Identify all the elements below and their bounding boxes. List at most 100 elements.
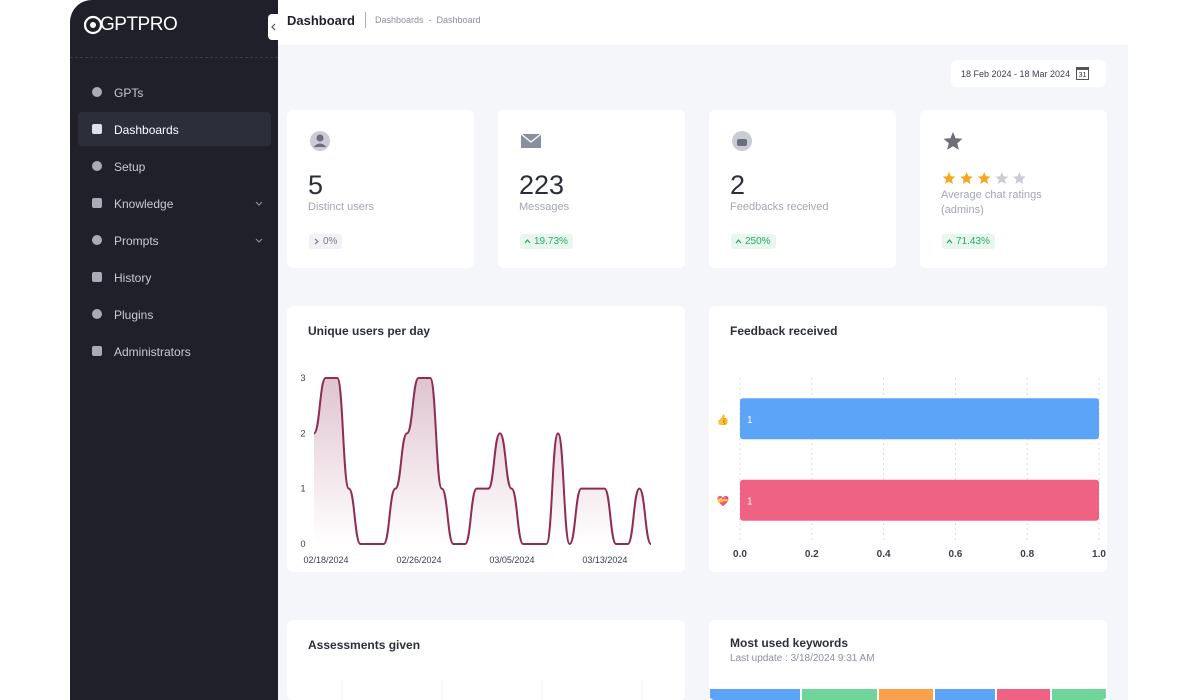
stat-label: Feedbacks received <box>730 201 829 213</box>
breadcrumb-current: Dashboard <box>436 15 481 25</box>
x-tick-label: 02/18/2024 <box>303 555 348 565</box>
y-tick-label: 2 <box>300 428 305 438</box>
chart-title: Feedback received <box>730 324 837 338</box>
change-chip: 19.73% <box>520 234 573 249</box>
nav-item[interactable]: Dashboards <box>78 112 271 146</box>
change-arrow <box>524 239 531 244</box>
nav-item[interactable]: Administrators <box>78 334 271 368</box>
y-tick-label: 0 <box>300 539 305 549</box>
change-value: 250% <box>745 236 771 247</box>
date-range-picker[interactable]: 18 Feb 2024 - 18 Mar 2024 31 <box>951 60 1106 87</box>
change-value: 19.73% <box>534 236 568 247</box>
icon-thumb <box>737 139 747 146</box>
nav-item[interactable]: Setup <box>78 149 271 183</box>
bar-chart: Feedback received 0.0 0.2 0.4 0.6 0.8 1.0 👍 1 💝 1 <box>717 324 1107 560</box>
nav-icon-wrap <box>91 86 103 101</box>
stat-icon <box>943 132 963 150</box>
nav-icon <box>92 346 102 356</box>
stat-card: Average chat ratings (admins) 71.43% <box>920 110 1107 268</box>
assessments-card: Assessments given <box>287 620 685 700</box>
calendar-icon: 31 <box>1076 67 1090 80</box>
chevron-wrap <box>254 235 264 249</box>
stat-value: 5 <box>308 170 324 200</box>
bar <box>740 479 1099 521</box>
nav-icon <box>92 235 102 245</box>
y-tick-label: 3 <box>300 373 305 383</box>
change-value: 71.43% <box>956 236 990 247</box>
chart-title: Unique users per day <box>308 324 430 338</box>
nav-icon <box>92 198 102 208</box>
date-range: 18 Feb 2024 - 18 Mar 2024 <box>961 68 1071 79</box>
separator <box>365 12 366 28</box>
x-tick-label: 0.8 <box>1020 549 1034 560</box>
x-tick-label: 03/05/2024 <box>489 555 534 565</box>
collapse-button[interactable] <box>268 14 280 40</box>
page-title: Dashboard <box>287 13 355 28</box>
nav-item[interactable]: Plugins <box>78 297 271 331</box>
icon-shape <box>92 198 102 208</box>
nav-icon-wrap <box>91 123 103 138</box>
x-tick-label: 0.4 <box>877 549 891 560</box>
change-arrow <box>735 239 742 244</box>
stat-icon <box>520 133 542 148</box>
x-tick-label: 0.2 <box>805 549 819 560</box>
stat-label: Average chat ratings (admins) <box>941 189 1042 216</box>
nav-label: Setup <box>114 160 146 174</box>
nav-icon-wrap <box>91 308 103 323</box>
nav-icon-wrap <box>91 197 103 212</box>
nav-icon-wrap <box>91 160 103 175</box>
arrow-path <box>946 239 953 244</box>
rating-star <box>995 172 1009 184</box>
change-arrow <box>946 239 953 244</box>
nav-label: Prompts <box>114 234 159 248</box>
nav-item[interactable]: GPTs <box>78 75 271 109</box>
y-tick-label: 1 <box>300 484 305 494</box>
icon-shape <box>92 272 102 282</box>
nav-item[interactable]: History <box>78 260 271 294</box>
y-tick-label: 💝 <box>717 495 730 507</box>
x-tick-label: 1.0 <box>1092 549 1106 560</box>
breadcrumb-link[interactable]: Dashboards <box>375 15 424 25</box>
bar-label: 1 <box>747 415 753 426</box>
icon-shape <box>92 309 102 319</box>
icon-head <box>316 134 324 142</box>
panel-title: Most used keywords <box>730 636 849 650</box>
nav-icon <box>92 124 102 134</box>
nav-label: Plugins <box>114 308 154 322</box>
collapse-icon <box>271 23 276 31</box>
nav-icon <box>92 272 102 282</box>
stat-value: 2 <box>730 170 746 200</box>
nav-icon-wrap <box>91 271 103 286</box>
line-chart-card: Unique users per day 0 1 2 3 02/18/2024 02/26/… <box>287 306 685 572</box>
keyword-treemap <box>710 689 1106 700</box>
bar-chart-card: Feedback received 0.0 0.2 0.4 0.6 0.8 1.0 👍 1 💝 1 <box>709 306 1107 572</box>
stat-card: 2 Feedbacks received 250% <box>709 110 896 268</box>
icon-flap <box>520 133 542 143</box>
chevron-path <box>255 201 263 206</box>
sidebar: GPTPRO GPTs Dashboards Setup Knowledge Promp… <box>70 0 278 700</box>
chevron-path <box>255 238 263 243</box>
icon-shape <box>92 346 102 356</box>
stat-card: 5 Distinct users 0% <box>287 110 474 268</box>
nav-item[interactable]: Prompts <box>78 223 271 257</box>
area <box>314 378 651 544</box>
icon-wrap <box>942 130 964 157</box>
nav-item[interactable]: Knowledge <box>78 186 271 220</box>
x-tick-label: 0.0 <box>733 549 747 560</box>
change-value: 0% <box>323 236 338 247</box>
breadcrumb-separator: - <box>428 15 432 25</box>
bar <box>740 398 1099 440</box>
change-chip: 0% <box>309 234 343 249</box>
nav-icon <box>92 87 102 97</box>
nav-label: Administrators <box>114 345 191 359</box>
stat-icon <box>732 131 752 151</box>
logo: GPTPRO <box>100 14 178 35</box>
panel-title: Assessments given <box>308 638 421 652</box>
change-chip: 71.43% <box>942 234 995 249</box>
nav-icon-wrap <box>91 345 103 360</box>
x-tick-label: 02/26/2024 <box>396 555 441 565</box>
icon-shape <box>92 87 102 97</box>
icon-body <box>313 143 327 147</box>
stat-label: Distinct users <box>308 201 375 213</box>
